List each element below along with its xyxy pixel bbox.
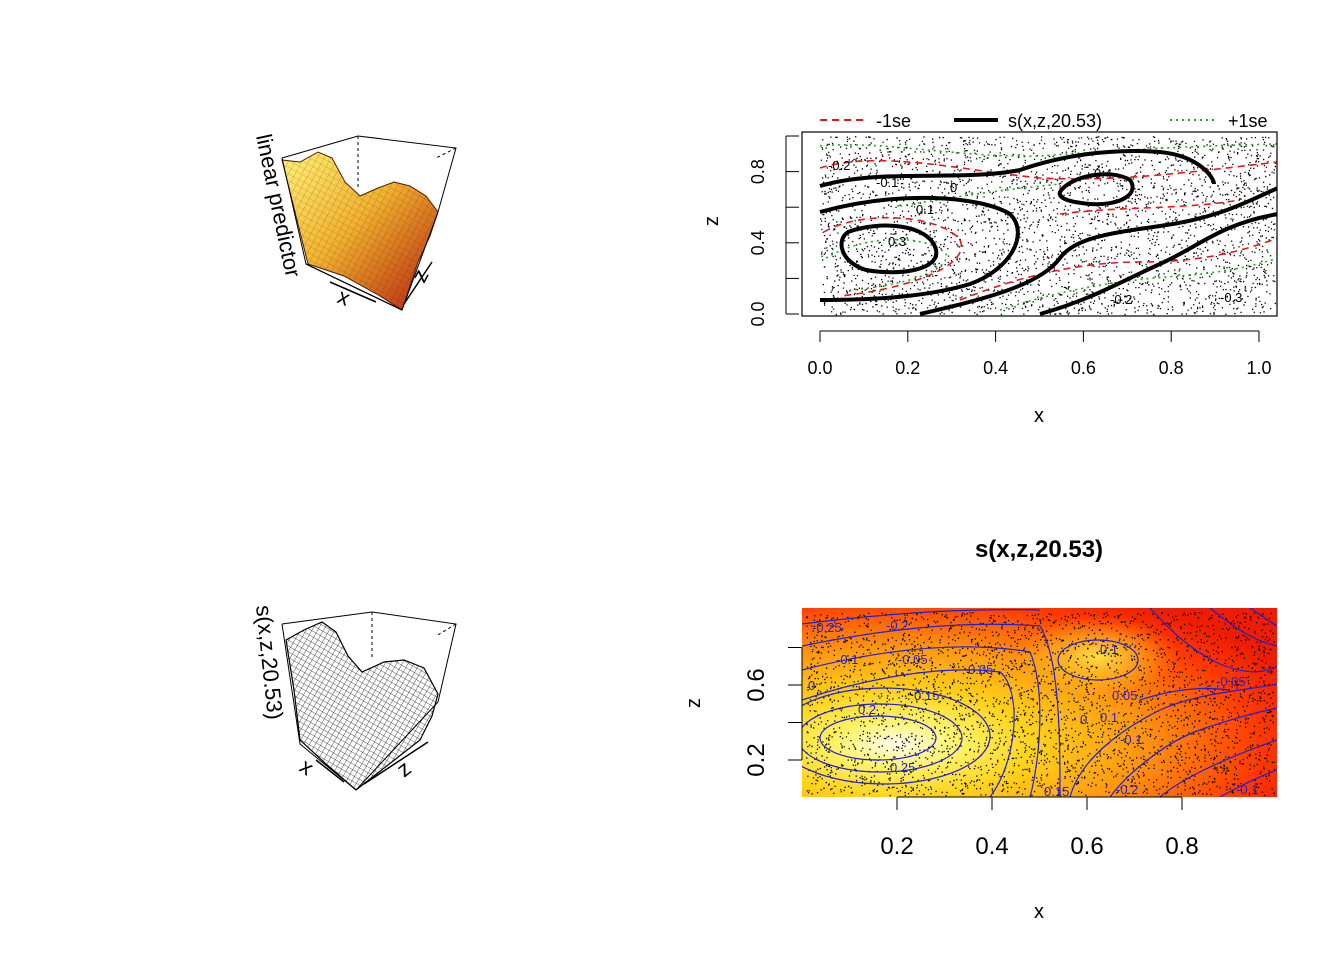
contour-label: -0.1: [876, 175, 898, 190]
contour-label: -0.05: [898, 652, 928, 667]
persp2-xlabel: x: [295, 753, 318, 780]
fit-contour: [1039, 212, 1277, 316]
observation-points: [806, 612, 1276, 797]
contour-line: [802, 669, 1015, 797]
contour-label: -0.2: [1110, 292, 1132, 307]
legend-plus-1se: +1se: [1228, 111, 1268, 131]
contour-ylabel: z: [701, 216, 723, 226]
y-tick-label: 0.8: [748, 159, 768, 184]
se-plus-contour: [999, 257, 1277, 311]
heatmap-secondary-peak: [1018, 616, 1178, 696]
contour-line: [1149, 608, 1277, 673]
contour-label: 0: [950, 180, 957, 195]
contour-label: 0.2: [858, 702, 876, 717]
contour-label: 0.05: [1112, 688, 1137, 703]
fit-contour: [819, 195, 1020, 302]
contour-label: -0.1: [836, 652, 858, 667]
contour-label: 0: [1080, 712, 1087, 727]
contour-label: 0.15: [1044, 784, 1069, 799]
contour-label: 0.25: [890, 760, 915, 775]
fit-contour: [1057, 172, 1135, 207]
x-tick-label: 0.6: [1071, 358, 1096, 378]
contour-label: -0.25: [812, 620, 842, 635]
contour-line: [1109, 707, 1277, 797]
contour-line: [802, 609, 1041, 625]
x-tick-label: 1.0: [1246, 358, 1271, 378]
se-plus-contour: [825, 238, 947, 291]
contour-label: -0.3: [1220, 290, 1242, 305]
x-tick-label: 0.0: [807, 358, 832, 378]
contour-line: [1219, 769, 1277, 797]
contour-line: [1139, 687, 1231, 701]
heatmap-title: s(x,z,20.53): [975, 536, 1103, 563]
contour-line: [819, 715, 937, 761]
y-tick-label: 0.4: [748, 230, 768, 255]
contour-plot: -1se s(x,z,20.53) +1se: [701, 111, 1278, 427]
contour-line: [1069, 683, 1277, 797]
persp2-ylabel: z: [392, 755, 416, 781]
persp-plot-linear-predictor: linear predictor x z: [251, 132, 457, 311]
x-tick-label: 0.4: [975, 833, 1008, 860]
x-tick-label: 0.6: [1070, 833, 1103, 860]
se-minus-contour: [823, 216, 963, 297]
contour-plot-frame: [801, 131, 1278, 317]
heatmap-axes: 0.2 0.4 0.6 0.8 0.2 0.6: [743, 647, 1199, 860]
contour-label: -0.2: [886, 618, 908, 633]
contour-label: -0.1: [1120, 732, 1142, 747]
legend-minus-1se: -1se: [876, 111, 911, 131]
x-tick-label: 0.8: [1159, 358, 1184, 378]
heatmap-xlabel: x: [1034, 901, 1044, 923]
contour-label: -0.2: [828, 158, 850, 173]
legend-fit: s(x,z,20.53): [1008, 111, 1102, 131]
se-minus-contour: [1059, 199, 1241, 215]
x-tick-label: 0.2: [880, 833, 913, 860]
contour-xlabel: x: [1034, 405, 1044, 427]
contour-label: -0.2: [1116, 782, 1138, 797]
se-minus-contour: [959, 237, 1277, 301]
y-tick-label: 0.6: [743, 668, 770, 701]
fit-contour: [839, 223, 939, 275]
contour-label: 0.1: [916, 202, 934, 217]
contour-label: 0.05: [968, 662, 993, 677]
contour-line: [1159, 739, 1277, 797]
heatmap-ylabel: z: [683, 698, 705, 708]
y-tick-label: 0.2: [743, 743, 770, 776]
contour-line: [1209, 608, 1277, 647]
contour-label: 0.1: [1100, 642, 1118, 657]
contour-line: [802, 623, 1061, 797]
heatmap-data-points: [806, 612, 1276, 797]
persp1-xlabel: x: [334, 283, 354, 310]
x-tick-label: 0.2: [895, 358, 920, 378]
persp-plot-smooth: s(x,z,20.53) x z: [251, 604, 457, 791]
fit-contour: [819, 148, 1216, 188]
contour-axes: 0.0 0.2 0.4 0.6 0.8 1.0 0.0 0.4 0.8: [748, 135, 1272, 378]
x-tick-label: 0.4: [983, 358, 1008, 378]
contour-label: 0.15: [914, 688, 939, 703]
contour-label: -0.05: [1216, 674, 1246, 689]
y-tick-label: 0.0: [748, 301, 768, 326]
x-tick-label: 0.8: [1165, 833, 1198, 860]
contour-label: -0.1: [1236, 782, 1258, 797]
contour-line: [1249, 608, 1277, 627]
contour-line: [802, 703, 963, 773]
contour-label: 0.1: [1100, 710, 1118, 725]
contour-label: 0.3: [888, 234, 906, 249]
contour-line: [1057, 639, 1139, 681]
fit-contour: [919, 186, 1277, 316]
se-minus-contour: [819, 159, 1277, 180]
contour-label: 0.4: [1094, 166, 1112, 181]
persp2-zlabel: s(x,z,20.53): [251, 604, 288, 721]
contour-legend: -1se s(x,z,20.53) +1se: [820, 111, 1268, 131]
contour-line: [802, 646, 1041, 797]
contour-line: [802, 687, 991, 785]
heatmap-plot: s(x,z,20.53): [683, 536, 1277, 923]
contour-label: 0: [808, 678, 815, 693]
